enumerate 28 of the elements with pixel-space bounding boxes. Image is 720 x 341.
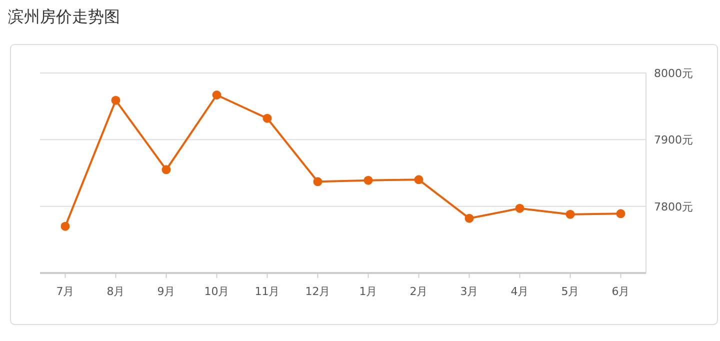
point [515, 204, 524, 213]
point [616, 209, 626, 218]
x-tick-label: 5月 [561, 285, 580, 298]
x-tick-label: 1月 [359, 285, 378, 298]
point [212, 90, 222, 100]
x-tick-label: 10月 [204, 285, 230, 298]
x-tick-label: 2月 [410, 285, 428, 298]
point [111, 96, 120, 105]
y-tick-label: 7800元 [654, 200, 693, 214]
x-tick-label: 6月 [612, 285, 630, 298]
x-tick-label: 3月 [460, 285, 478, 298]
x-tick-label: 4月 [510, 285, 529, 298]
point [566, 210, 575, 219]
point [262, 114, 272, 123]
point [162, 165, 171, 174]
x-tick-label: 7月 [56, 285, 74, 298]
point [464, 214, 474, 223]
point [313, 177, 322, 186]
chart-title: 滨州房价走势图 [8, 7, 120, 26]
x-tick-label: 8月 [106, 285, 125, 298]
point [60, 222, 70, 231]
x-tick-label: 12月 [305, 285, 330, 298]
point [414, 175, 424, 184]
y-tick-label: 7900元 [654, 134, 693, 147]
x-tick-label: 9月 [157, 285, 176, 298]
point [364, 176, 373, 185]
x-tick-label: 11月 [254, 285, 280, 298]
y-tick-label: 8000元 [654, 67, 693, 80]
